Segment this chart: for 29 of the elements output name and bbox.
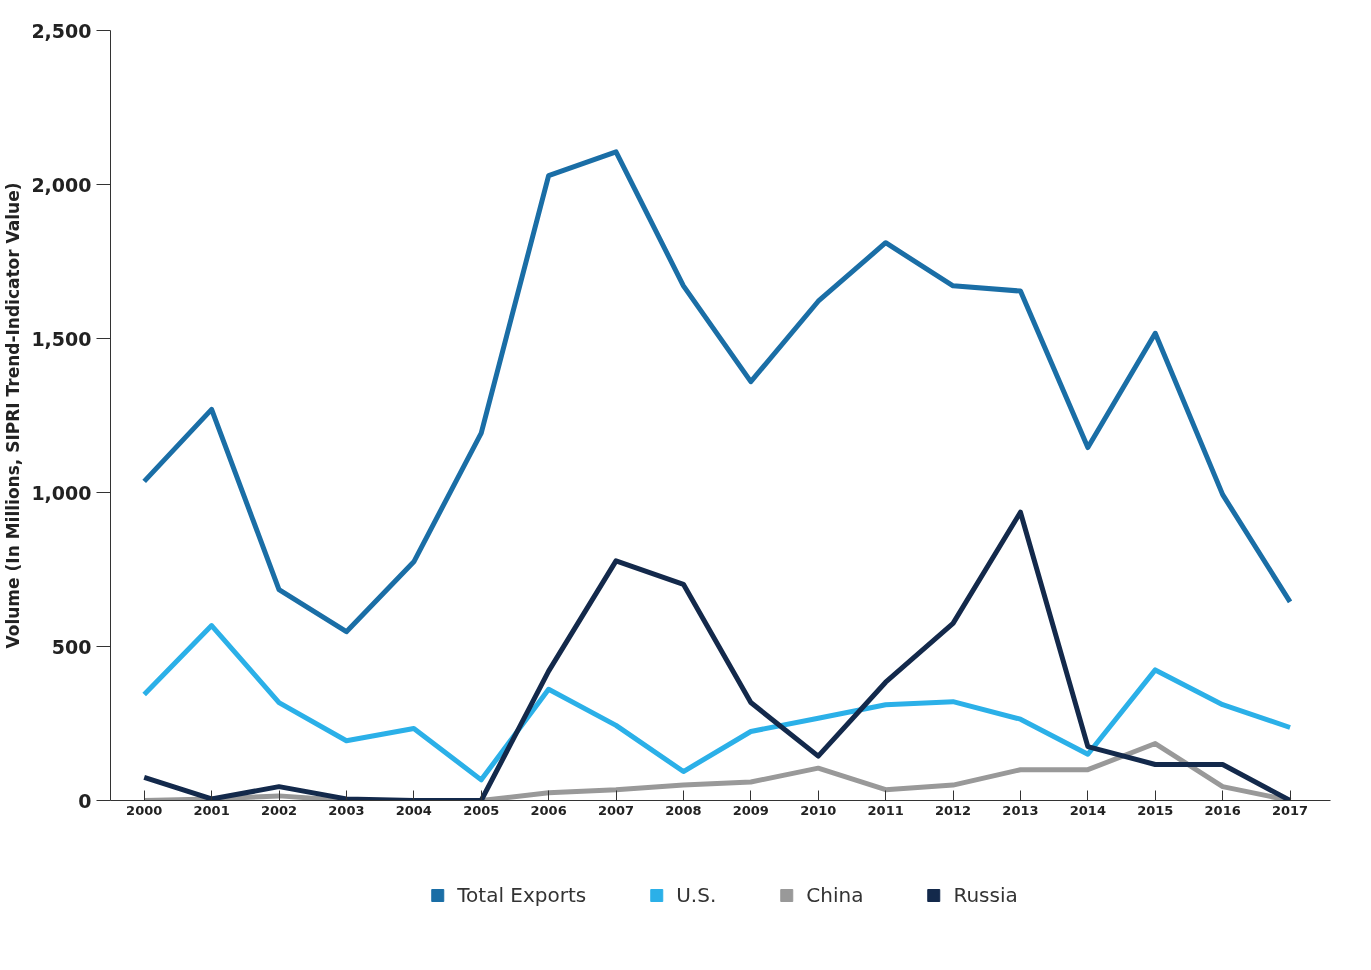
x-tick-label: 2010 xyxy=(800,802,837,818)
x-tick-label: 2002 xyxy=(260,802,298,818)
y-axis-title: Volume (In Millions, SIPRI Trend-Indicator Value) xyxy=(3,182,24,649)
x-tick-label: 2017 xyxy=(1271,802,1309,818)
legend-label: Russia xyxy=(953,883,1018,907)
x-tick-label: 2014 xyxy=(1069,802,1106,818)
x-tick-label: 2008 xyxy=(665,802,702,818)
x-tick-label: 2000 xyxy=(126,802,163,818)
y-tick-label: 1,000 xyxy=(31,481,92,504)
y-tick-label: 500 xyxy=(51,635,92,658)
x-tick-label: 2013 xyxy=(1002,802,1039,818)
legend-label: China xyxy=(806,883,864,907)
y-tick-label: 1,500 xyxy=(31,327,92,350)
x-tick-label: 2016 xyxy=(1204,802,1241,818)
x-tick-label: 2005 xyxy=(463,802,500,818)
x-tick-label: 2001 xyxy=(193,802,230,818)
y-tick-label: 2,000 xyxy=(31,173,92,196)
x-tick-label: 2007 xyxy=(597,802,635,818)
x-tick-label: 2011 xyxy=(867,802,904,818)
legend-label: Total Exports xyxy=(457,883,587,907)
x-tick-label: 2004 xyxy=(395,802,432,818)
x-tick-label: 2006 xyxy=(530,802,567,818)
x-tick-label: 2012 xyxy=(934,802,972,818)
x-tick-label: 2009 xyxy=(732,802,769,818)
legend-label: U.S. xyxy=(676,883,717,907)
x-tick-label: 2003 xyxy=(328,802,365,818)
x-tick-label: 2015 xyxy=(1137,802,1174,818)
y-tick-label: 2,500 xyxy=(31,19,92,42)
y-tick-label: 0 xyxy=(78,789,92,812)
